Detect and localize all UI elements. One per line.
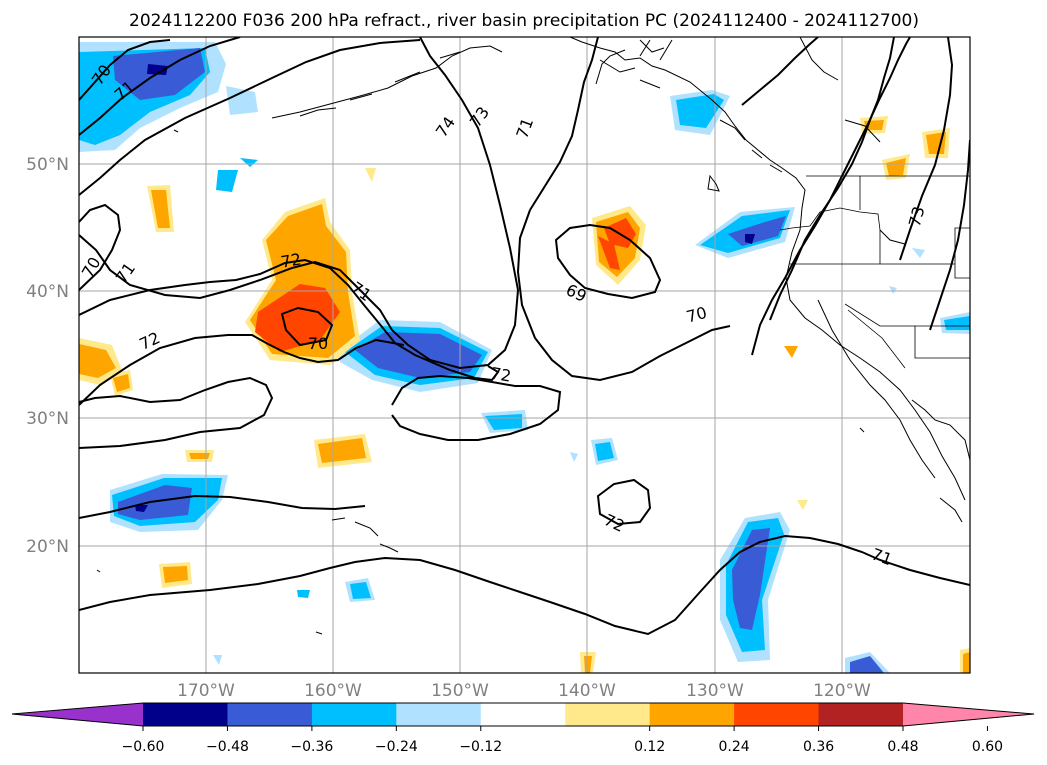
latitude-labels: 20°N 30°N 40°N 50°N: [26, 155, 69, 557]
colorbar-tick-label: −0.36: [290, 739, 333, 755]
contour-label: 72: [279, 249, 302, 271]
colorbar-tick-label: 0.48: [887, 739, 918, 755]
colorbar: −0.60 −0.48 −0.36 −0.24 −0.12 0.12 0.24 0.36 0.4…: [11, 702, 1035, 755]
colorbar-segment: [143, 703, 228, 726]
lon-label-170w: 170°W: [177, 681, 235, 701]
contour-label: 72: [489, 363, 512, 385]
map-background: [79, 37, 970, 673]
lon-label-130w: 130°W: [686, 681, 744, 701]
colorbar-tick-label: −0.24: [375, 739, 418, 755]
colorbar-tick-label: 0.12: [634, 739, 665, 755]
colorbar-segment: [565, 703, 651, 726]
colorbar-segments: [12, 703, 1034, 726]
colorbar-segment: [480, 703, 566, 726]
map-frame: [78, 36, 971, 674]
lat-label-20n: 20°N: [26, 537, 69, 557]
colorbar-tick-label: 0.60: [972, 739, 1003, 755]
refractivity-contours: [79, 37, 970, 636]
lon-label-150w: 150°W: [431, 681, 489, 701]
contour-label: 73: [905, 204, 929, 229]
colorbar-segment: [818, 703, 904, 726]
contour-label: 70: [684, 303, 709, 327]
colorbar-segment: [734, 703, 820, 726]
colorbar-extend-low: [12, 703, 143, 726]
colorbar-segment: [396, 703, 482, 726]
colorbar-extend-high: [903, 703, 1034, 726]
colorbar-ticks: −0.60 −0.48 −0.36 −0.24 −0.12 0.12 0.24 0.36 0.4…: [122, 726, 1003, 755]
longitude-labels: 170°W 160°W 150°W 140°W 130°W 120°W: [177, 681, 871, 701]
lat-label-30n: 30°N: [26, 409, 69, 429]
lon-label-140w: 140°W: [558, 681, 616, 701]
map-title: 2024112200 F036 200 hPa refract., river …: [129, 11, 919, 31]
colorbar-tick-label: −0.60: [122, 739, 165, 755]
colorbar-tick-label: −0.48: [206, 739, 249, 755]
colorbar-tick-label: −0.12: [459, 739, 502, 755]
map-area: 70 71 74 73 71 70 71 72 71 72 70 69 70 7…: [78, 36, 971, 674]
coastlines: [96, 37, 970, 635]
colorbar-segment: [227, 703, 313, 726]
lat-label-40n: 40°N: [26, 282, 69, 302]
lon-label-120w: 120°W: [813, 681, 871, 701]
colorbar-tick-label: 0.24: [719, 739, 750, 755]
lon-label-160w: 160°W: [304, 681, 362, 701]
colorbar-segment: [649, 703, 735, 726]
colorbar-outline: [11, 702, 1035, 727]
colorbar-segment: [311, 703, 397, 726]
country-borders: [779, 175, 970, 369]
contour-label: 70: [308, 334, 328, 353]
map-layers: 70 71 74 73 71 70 71 72 71 72 70 69 70 7…: [79, 37, 970, 673]
lat-label-50n: 50°N: [26, 155, 69, 175]
colorbar-tick-label: 0.36: [803, 739, 834, 755]
